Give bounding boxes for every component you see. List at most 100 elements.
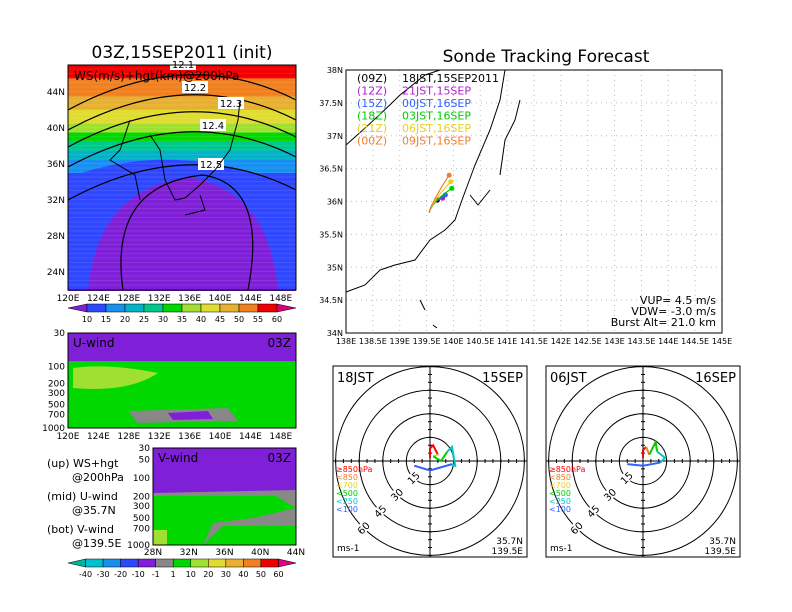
coastline — [345, 69, 521, 329]
v-colorbar-arrow — [67, 558, 86, 568]
landing-point — [448, 179, 454, 185]
track-x-tick: 145E — [712, 337, 732, 346]
ring-label-bg — [404, 469, 422, 487]
ws-band — [68, 150, 296, 161]
hodo-date: 16SEP — [695, 371, 736, 386]
ring-label-bg — [371, 502, 389, 520]
ws-band — [68, 65, 296, 80]
track-x-tick: 143.5E — [627, 337, 655, 346]
ws-x-tick: 132E — [148, 294, 171, 304]
u-wind-region — [168, 411, 213, 420]
ws-x-tick: 136E — [178, 294, 201, 304]
v-colorbar-swatch — [260, 558, 279, 568]
launch-param: Burst Alt= 21.0 km — [611, 316, 716, 329]
coastline — [109, 99, 241, 216]
track-x-tick: 141.5E — [520, 337, 548, 346]
v-colorbar-label: 40 — [238, 570, 248, 579]
pressure-legend: ≥850hPa — [336, 465, 373, 474]
ws-colorbar-label: 15 — [101, 315, 111, 324]
track-y-tick: 37.5N — [319, 99, 343, 108]
ws-x-tick: 148E — [269, 294, 292, 304]
hodo-lon: 139.5E — [492, 547, 524, 557]
hodograph-trace — [648, 438, 659, 456]
ws-x-tick: 120E — [57, 294, 80, 304]
hodograph-trace — [645, 446, 651, 456]
track-x-tick: 139E — [390, 337, 410, 346]
height-contour — [67, 164, 297, 201]
v-wind-frame — [152, 447, 297, 546]
hodograph-trace — [413, 463, 453, 472]
v-colorbar-swatch — [120, 558, 139, 568]
legend-jst: 06JST,16SEP — [402, 122, 471, 135]
hodograph-hodo2: 15304560≥850hPa<850<700<500<250<10006JST… — [545, 365, 741, 558]
v-wind-x-tick: 36N — [215, 548, 233, 558]
track-y-tick: 37N — [327, 132, 343, 141]
hodograph-trace — [429, 443, 439, 458]
ws-y-tick: 44N — [47, 88, 65, 98]
hodo-unit: ms-1 — [337, 544, 359, 554]
ws-colorbar-label: 55 — [253, 315, 263, 324]
contour-label: 12.2 — [184, 83, 206, 94]
u-wind-x-tick: 136E — [178, 432, 201, 442]
ws-colorbar-label: 45 — [215, 315, 225, 324]
ws-map-frame — [67, 64, 297, 291]
landing-point — [446, 172, 452, 178]
v-colorbar-label: 1 — [171, 570, 176, 579]
ws-colorbar-swatch — [162, 303, 183, 313]
track-x-tick: 141E — [497, 337, 517, 346]
u-wind-y-tick: 500 — [48, 400, 65, 410]
ws-band — [68, 96, 296, 111]
hodograph-trace — [432, 451, 449, 463]
landing-point — [449, 185, 455, 191]
u-wind-y-tick: 30 — [54, 329, 66, 339]
u-wind-x-tick: 144E — [239, 432, 262, 442]
legend-jst: 03JST,16SEP — [402, 110, 471, 123]
v-wind-y-tick: 100 — [133, 474, 150, 484]
ws-colorbar-label: 50 — [234, 315, 244, 324]
ws-colorbar-arrow — [67, 303, 88, 313]
u-wind-y-tick: 700 — [48, 411, 65, 421]
ws-colorbar-label: 30 — [158, 315, 168, 324]
hodo-unit: ms-1 — [550, 544, 572, 554]
u-wind-y-tick: 200 — [48, 379, 65, 389]
v-colorbar-swatch — [85, 558, 104, 568]
ws-band — [68, 123, 296, 134]
v-wind-title: V-wind — [158, 451, 198, 465]
track-x-tick: 140E — [443, 337, 463, 346]
note-bot-level: @139.5E — [72, 537, 122, 550]
hodograph-trace — [627, 461, 661, 467]
u-wind-x-tick: 120E — [57, 432, 80, 442]
ws-colorbar-swatch — [181, 303, 202, 313]
v-wind-x-tick: 40N — [251, 548, 269, 558]
u-wind-x-tick: 124E — [87, 432, 110, 442]
ws-y-tick: 36N — [47, 160, 65, 170]
contour-label: 12.3 — [220, 99, 242, 110]
v-wind-green — [153, 496, 296, 545]
legend-jst: 00JST,16SEP — [402, 97, 471, 110]
contour-label: 12.4 — [202, 121, 224, 132]
v-colorbar-label: -1 — [152, 570, 160, 579]
hodo-frame — [545, 365, 741, 558]
ring-label-bg — [584, 502, 602, 520]
note-bot: (bot) V-wind — [47, 523, 114, 536]
legend-utc: (18Z) — [357, 110, 387, 123]
v-colorbar-arrow — [278, 558, 297, 568]
ws-y-tick: 24N — [47, 268, 65, 278]
track-x-tick: 138.5E — [359, 337, 387, 346]
ws-colorbar-label: 60 — [272, 315, 282, 324]
u-wind-x-tick: 148E — [269, 432, 292, 442]
pressure-legend: <850 — [549, 473, 571, 482]
track-y-tick: 36.5N — [319, 165, 343, 174]
ws-map-title: 03Z,15SEP2011 (init) — [92, 43, 273, 63]
ring-label-bg — [388, 485, 406, 503]
v-colorbar-label: -40 — [79, 570, 92, 579]
ws-y-tick: 28N — [47, 232, 65, 242]
track-y-tick: 38N — [327, 66, 343, 75]
hodograph-trace — [446, 444, 457, 468]
legend-utc: (12Z) — [357, 85, 387, 98]
hodograph-hodo1: 15304560≥850hPa<850<700<500<250<10018JST… — [332, 365, 528, 558]
pressure-legend: <100 — [336, 505, 358, 514]
track-x-tick: 139.5E — [413, 337, 441, 346]
hodograph-trace — [656, 450, 667, 464]
v-colorbar-label: -10 — [132, 570, 145, 579]
